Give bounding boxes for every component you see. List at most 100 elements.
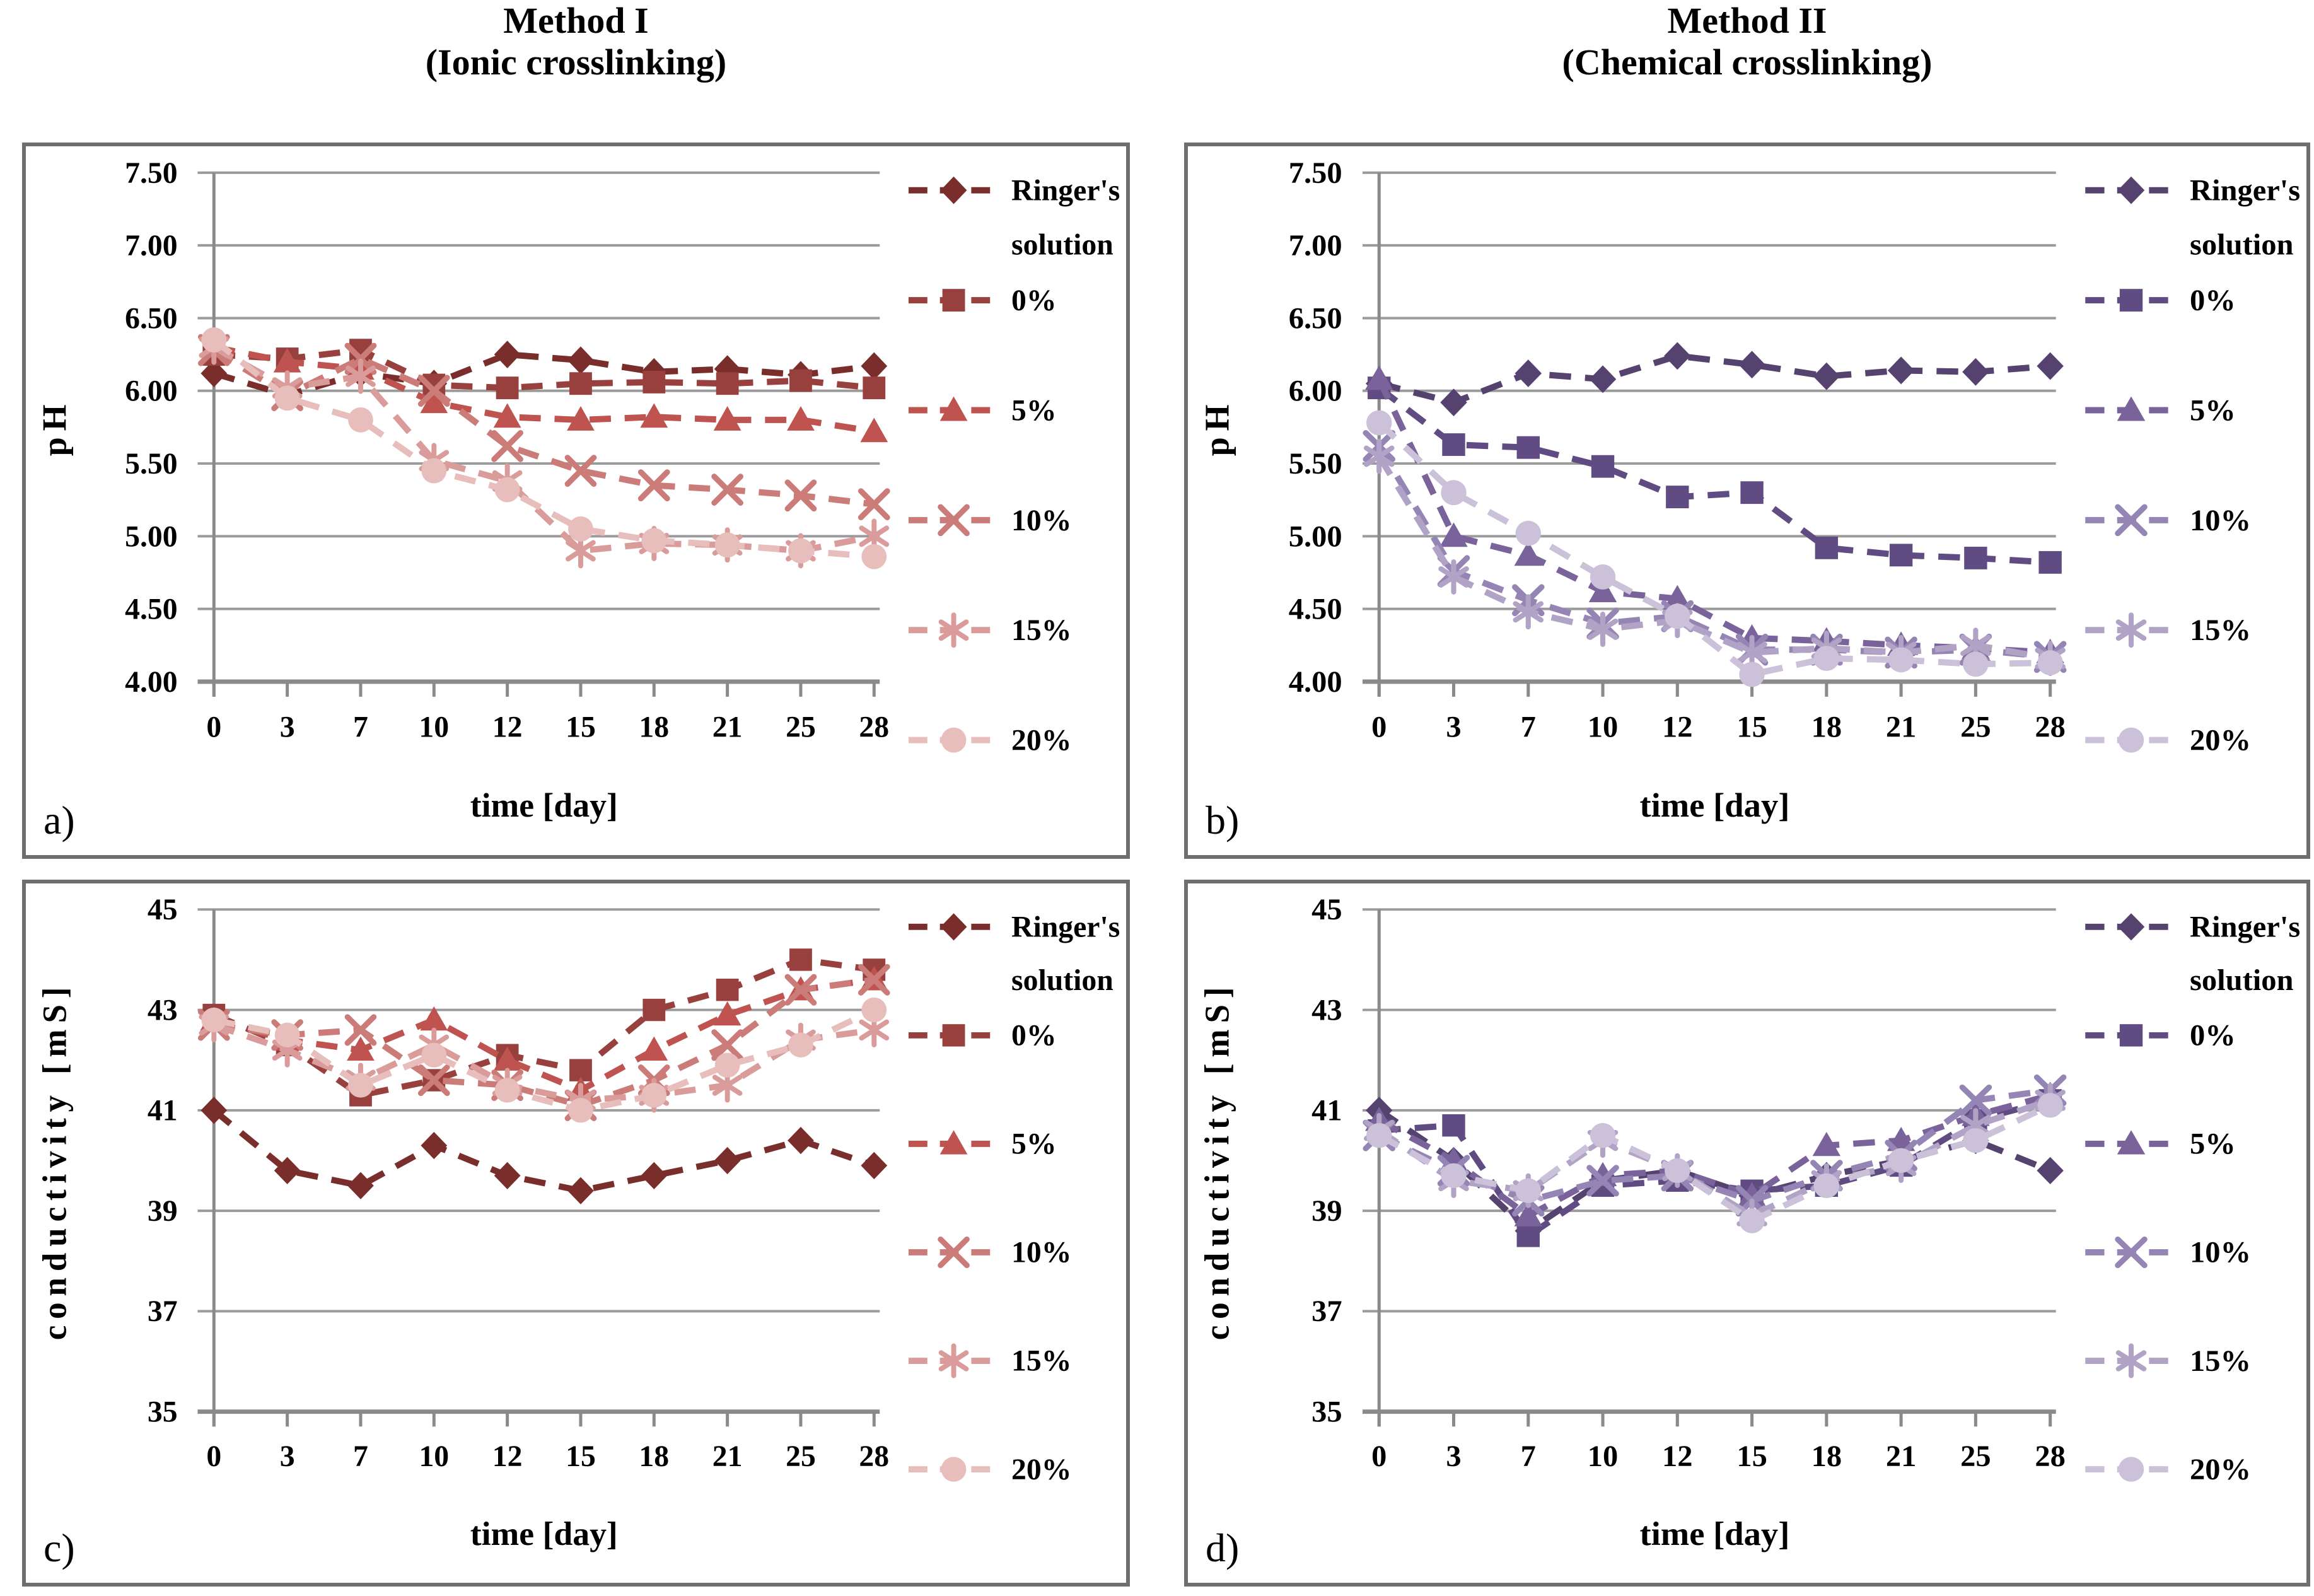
circle-marker [1441, 1163, 1467, 1189]
legend: Ringer's solution 0% 5% 10% 15% 20% [908, 911, 1120, 1486]
x-tick-label: 25 [786, 711, 816, 744]
y-tick-label: 41 [148, 1095, 178, 1127]
x-marker [2115, 504, 2148, 537]
square-marker [1516, 436, 1540, 459]
y-axis-title: conductivity [mS] [1198, 981, 1236, 1341]
triangle-marker [640, 403, 668, 428]
legend: Ringer's solution 0% 5% 10% 15% 20% [2085, 174, 2300, 757]
square-marker [642, 370, 666, 393]
diamond-marker [2117, 176, 2145, 204]
diamond-marker [2117, 913, 2145, 941]
legend-label: 0% [2190, 284, 2236, 317]
y-gridlines [1362, 908, 2056, 1414]
series-line [212, 351, 875, 399]
x-tick-label: 3 [1446, 711, 1461, 744]
panel-label-c: c) [44, 1525, 75, 1570]
circle-marker [1963, 651, 1989, 677]
legend-label: 20% [1011, 1453, 1071, 1486]
asterisk-marker [1513, 594, 1544, 630]
panel-d: 45 43 41 39 37 35 0 3 7 10 12 15 18 21 25 28 conductivit… [1184, 880, 2310, 1587]
square-marker [942, 1024, 965, 1047]
square-marker [2119, 1024, 2143, 1047]
diamond-marker [421, 1131, 448, 1160]
diamond-marker [347, 1172, 374, 1199]
y-tick-label: 4.00 [125, 665, 178, 699]
circle-marker [421, 1042, 447, 1068]
x-tick-label: 28 [2035, 1440, 2066, 1473]
series-line [1376, 378, 2050, 656]
asterisk-marker [1438, 559, 1469, 595]
y-tick-label: 4.50 [1289, 593, 1342, 626]
legend-label: 10% [2190, 1236, 2251, 1269]
triangle-marker [1812, 1131, 1841, 1156]
series-line [1376, 420, 2050, 678]
circle-marker [1366, 410, 1392, 436]
series-line [212, 337, 875, 560]
diamond-marker [494, 341, 521, 369]
x-tick-label: 0 [1371, 1440, 1387, 1473]
square-marker [2119, 289, 2143, 312]
circle-marker [494, 1078, 520, 1103]
series-line [213, 347, 875, 392]
y-tick-label: 7.50 [125, 156, 178, 190]
y-tick-label: 35 [148, 1396, 178, 1429]
square-marker [496, 376, 519, 400]
square-marker [1815, 536, 1839, 559]
legend-label: 20% [2190, 1453, 2251, 1486]
square-marker [942, 289, 965, 312]
x-tick-label: 0 [206, 711, 221, 744]
legend-item-ringer-s-solution: Ringer's solution [908, 911, 1120, 997]
y-tick-label: 45 [1311, 894, 1342, 926]
square-marker [789, 369, 812, 392]
triangle-marker [1514, 541, 1543, 566]
legend-label: solution [1011, 964, 1113, 997]
diamond-marker [1515, 359, 1542, 388]
series-10- [1363, 429, 2067, 673]
square-marker [1964, 547, 1987, 569]
series-line [213, 976, 875, 1109]
x-tick-label: 18 [639, 1440, 669, 1473]
circle-marker [714, 1052, 740, 1078]
circle-marker [1963, 1127, 1989, 1153]
x-marker [711, 1029, 743, 1061]
series-line [1376, 454, 2051, 662]
circle-marker [641, 528, 667, 554]
x-marker [417, 375, 450, 407]
x-tick-label: 15 [1736, 711, 1767, 744]
x-marker [491, 429, 523, 462]
panel-b: 7.50 7.00 6.50 6.00 5.50 5.00 4.50 4.00 0 3 7 10 12 1… [1184, 143, 2310, 859]
legend-item-15-: 15% [2085, 1343, 2251, 1378]
legend-item-0-: 0% [908, 284, 1057, 317]
series-20- [201, 997, 887, 1123]
circle-marker [2118, 727, 2144, 753]
circle-marker [1665, 1158, 1690, 1184]
y-tick-label: 37 [148, 1295, 178, 1328]
diamond-marker [1962, 358, 1989, 386]
triangle-marker [787, 405, 815, 431]
legend-item-10-: 10% [908, 504, 1071, 537]
circle-marker [1515, 520, 1541, 546]
series-20- [1366, 1093, 2063, 1233]
y-tick-labels: 7.50 7.00 6.50 6.00 5.50 5.00 4.50 4.00 [125, 156, 178, 699]
triangle-marker [2117, 1130, 2146, 1155]
triangle-marker [420, 388, 448, 414]
series-20- [201, 327, 887, 569]
legend-label: 10% [1011, 504, 1071, 537]
legend-label: Ringer's [1011, 911, 1120, 944]
x-tick-label: 18 [639, 711, 669, 744]
x-tick-label: 0 [1371, 711, 1387, 744]
circle-marker [1590, 1122, 1616, 1148]
x-tick-label: 15 [1736, 1440, 1767, 1473]
triangle-marker [273, 347, 301, 373]
triangle-marker [493, 403, 521, 428]
x-axis-title: time [day] [1639, 1515, 1789, 1552]
triangle-marker [1439, 522, 1468, 547]
legend-label: 5% [2190, 394, 2236, 428]
x-axis-title: time [day] [470, 786, 618, 824]
legend-label: 20% [2190, 724, 2251, 757]
triangle-marker [1588, 578, 1617, 602]
diamond-marker [861, 1151, 888, 1180]
y-tick-label: 7.50 [1289, 156, 1342, 190]
circle-marker [1366, 1122, 1392, 1148]
x-tick-label: 28 [2035, 711, 2066, 744]
